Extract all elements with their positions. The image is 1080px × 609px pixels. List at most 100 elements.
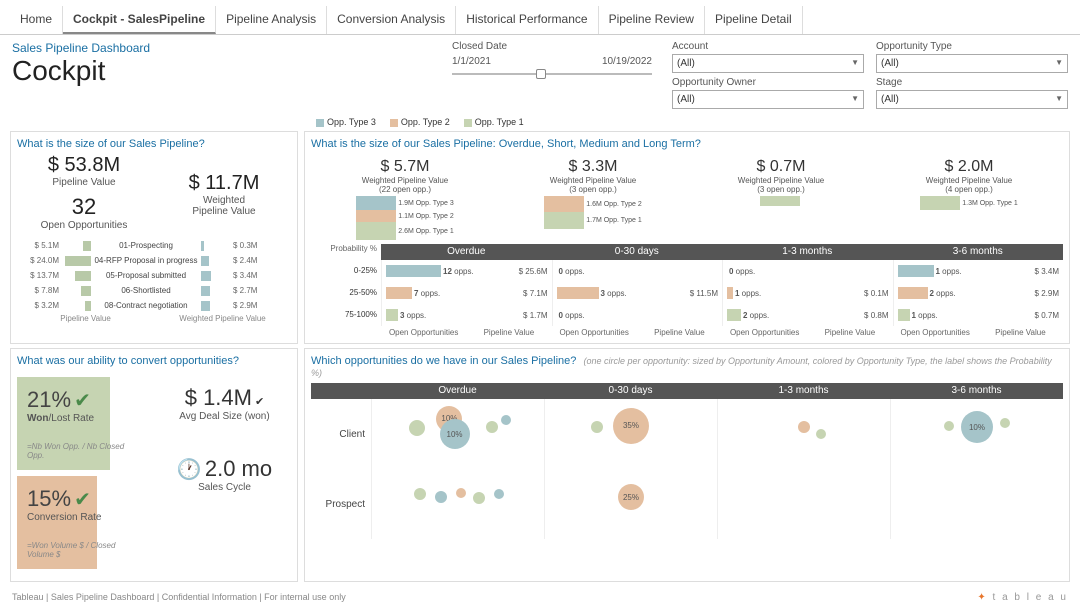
filter-label: Opportunity Type: [876, 41, 1068, 52]
bubble-cell[interactable]: [371, 469, 544, 539]
date-slider-thumb[interactable]: [536, 69, 546, 79]
prob-cell[interactable]: 1 opps. $ 3.4M: [893, 260, 1064, 282]
opportunity-bubble[interactable]: [501, 415, 511, 425]
bubble-cell[interactable]: 35%: [544, 399, 717, 469]
prob-row-label: 0-25%: [311, 260, 381, 282]
tabs: HomeCockpit - SalesPipelinePipeline Anal…: [0, 0, 1080, 35]
prob-cell[interactable]: 7 opps. $ 7.1M: [381, 282, 552, 304]
q2-title: What is the size of our Sales Pipeline: …: [311, 138, 1063, 150]
bubble-cell[interactable]: 10%: [890, 399, 1063, 469]
prob-row-label: 75-100%: [311, 304, 381, 326]
closed-date-label: Closed Date: [452, 41, 652, 52]
tab-conversion-analysis[interactable]: Conversion Analysis: [327, 6, 456, 34]
column-axis-label: Open Opportunities: [893, 328, 978, 337]
bubble-cell[interactable]: [717, 399, 890, 469]
opportunity-bubble[interactable]: [435, 491, 447, 503]
bubble-header-cell: Overdue: [371, 383, 544, 399]
avg-deal-size: $ 1.4M ✔ Avg Deal Size (won): [158, 385, 291, 422]
opportunity-bubble[interactable]: 10%: [440, 419, 470, 449]
filter-stage: Stage (All) ▼: [876, 77, 1068, 109]
column-axis-label: Pipeline Value: [637, 328, 722, 337]
date-slider-track[interactable]: [452, 73, 652, 75]
bubble-cell[interactable]: 10%10%: [371, 399, 544, 469]
term-header-cell: 3-6 months: [893, 244, 1064, 260]
prob-cell[interactable]: 1 opps. $ 0.1M: [722, 282, 893, 304]
tab-cockpit-salespipeline[interactable]: Cockpit - SalesPipeline: [63, 6, 216, 34]
opportunities-panel: Which opportunities do we have in our Sa…: [304, 348, 1070, 582]
weighted-pipeline-value: $ 11.7M Weighted Pipeline Value: [157, 172, 291, 217]
filter-label: Opportunity Owner: [672, 77, 864, 88]
term-header-cell: 0-30 days: [552, 244, 723, 260]
term-summary-cell: $ 5.7MWeighted Pipeline Value(22 open op…: [311, 154, 499, 244]
term-summary-cell: $ 2.0MWeighted Pipeline Value(4 open opp…: [875, 154, 1063, 244]
axis-right-label: Weighted Pipeline Value: [154, 314, 291, 323]
check-icon: ✔: [74, 390, 91, 412]
bubble-cell[interactable]: [890, 469, 1063, 539]
bubble-header-cell: 1-3 months: [717, 383, 890, 399]
dashboard-title: Cockpit: [12, 55, 312, 87]
bubble-cell[interactable]: 25%: [544, 469, 717, 539]
term-header-cell: Overdue: [381, 244, 552, 260]
opportunity-bubble[interactable]: 35%: [613, 408, 649, 444]
filter-select-opp_type[interactable]: (All) ▼: [876, 54, 1068, 73]
check-icon: ✔: [255, 396, 264, 408]
opportunity-bubble[interactable]: [591, 421, 603, 433]
open-opportunities: 32 Open Opportunities: [17, 194, 151, 231]
tab-historical-performance[interactable]: Historical Performance: [456, 6, 598, 34]
prob-cell[interactable]: 0 opps.: [552, 304, 723, 326]
bubble-header-cell: 3-6 months: [890, 383, 1063, 399]
tab-pipeline-review[interactable]: Pipeline Review: [599, 6, 705, 34]
opportunity-bubble[interactable]: [473, 492, 485, 504]
prob-cell[interactable]: 0 opps.: [722, 260, 893, 282]
opportunity-bubble[interactable]: [409, 420, 425, 436]
bubble-header-cell: 0-30 days: [544, 383, 717, 399]
legend-item: Opp. Type 2: [390, 117, 450, 127]
conversion-rate-card: 15% ✔ Conversion Rate =Won Volume $ / Cl…: [17, 476, 150, 569]
prob-cell[interactable]: 3 opps. $ 11.5M: [552, 282, 723, 304]
tab-pipeline-detail[interactable]: Pipeline Detail: [705, 6, 803, 34]
footer: Tableau | Sales Pipeline Dashboard | Con…: [0, 586, 1080, 609]
opportunity-bubble[interactable]: 10%: [961, 411, 993, 443]
closed-date-end: 10/19/2022: [602, 56, 652, 67]
filter-select-stage[interactable]: (All) ▼: [876, 90, 1068, 109]
prob-cell[interactable]: 2 opps. $ 0.8M: [722, 304, 893, 326]
opportunity-bubble[interactable]: [414, 488, 426, 500]
tab-home[interactable]: Home: [10, 6, 63, 34]
opportunity-bubble[interactable]: [494, 489, 504, 499]
axis-left-label: Pipeline Value: [17, 314, 154, 323]
filter-value: (All): [677, 94, 695, 105]
opportunity-bubble[interactable]: [1000, 418, 1010, 428]
won-lost-rate-card: 21% ✔ Won/Lost Rate =Nb Won Opp. / Nb Cl…: [17, 377, 150, 470]
closed-date-filter[interactable]: Closed Date 1/1/2021 10/19/2022: [452, 41, 652, 75]
sales-cycle: 🕐 2.0 mo Sales Cycle: [158, 456, 291, 493]
stage-row: $ 13.7M 05-Proposal submitted $ 3.4M: [17, 269, 291, 282]
prob-cell[interactable]: 0 opps.: [552, 260, 723, 282]
column-axis-label: Pipeline Value: [978, 328, 1063, 337]
opportunity-bubble[interactable]: [798, 421, 810, 433]
tab-pipeline-analysis[interactable]: Pipeline Analysis: [216, 6, 327, 34]
chevron-down-icon: ▼: [1055, 94, 1063, 105]
legend-item: Opp. Type 3: [316, 117, 376, 127]
prob-cell[interactable]: 3 opps. $ 1.7M: [381, 304, 552, 326]
filter-select-opp_owner[interactable]: (All) ▼: [672, 90, 864, 109]
prob-cell[interactable]: 1 opps. $ 0.7M: [893, 304, 1064, 326]
chevron-down-icon: ▼: [851, 94, 859, 105]
footer-text: Tableau | Sales Pipeline Dashboard | Con…: [12, 592, 346, 603]
closed-date-start: 1/1/2021: [452, 56, 491, 67]
opportunity-bubble[interactable]: [944, 421, 954, 431]
bubble-cell[interactable]: [717, 469, 890, 539]
column-axis-label: Open Opportunities: [381, 328, 466, 337]
chevron-down-icon: ▼: [851, 58, 859, 69]
opportunity-bubble[interactable]: [486, 421, 498, 433]
opportunity-bubble[interactable]: 25%: [618, 484, 644, 510]
filter-select-account[interactable]: (All) ▼: [672, 54, 864, 73]
filter-account: Account (All) ▼: [672, 41, 864, 73]
opportunity-bubble[interactable]: [456, 488, 466, 498]
prob-cell[interactable]: 12 opps. $ 25.6M: [381, 260, 552, 282]
tableau-logo: ✦ t a b l e a u: [977, 592, 1068, 603]
opportunity-bubble[interactable]: [816, 429, 826, 439]
column-axis-label: Open Opportunities: [552, 328, 637, 337]
prob-cell[interactable]: 2 opps. $ 2.9M: [893, 282, 1064, 304]
legend: Opp. Type 3Opp. Type 2Opp. Type 1: [316, 117, 524, 127]
filter-label: Stage: [876, 77, 1068, 88]
